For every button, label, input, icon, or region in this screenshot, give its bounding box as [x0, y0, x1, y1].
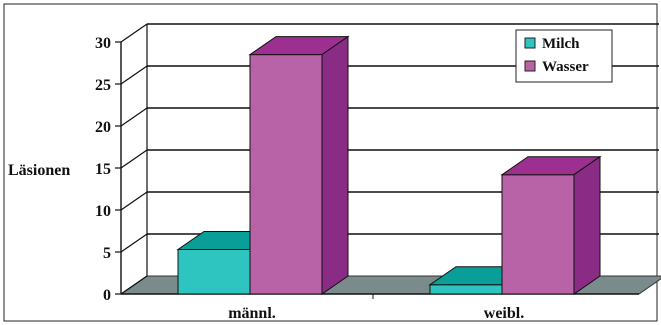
- side-gridline: [120, 233, 148, 253]
- legend-swatch-wasser: [524, 60, 536, 72]
- bar-wasser-0-front: [249, 54, 323, 295]
- side-gridline: [120, 107, 148, 127]
- y-tick-label: 30: [95, 35, 111, 52]
- legend-swatch-milch: [524, 37, 536, 49]
- y-tick-label: 15: [95, 161, 111, 178]
- bar-wasser-1-front: [501, 174, 575, 295]
- side-gridline: [120, 191, 148, 211]
- bar-milch-0-front: [177, 248, 251, 295]
- side-gridline: [120, 275, 148, 295]
- y-tick-label: 20: [95, 119, 111, 136]
- side-gridline: [120, 23, 148, 43]
- legend-label-wasser: Wasser: [542, 59, 589, 75]
- legend-label-milch: Milch: [542, 36, 580, 52]
- x-tick-label: weibl.: [484, 305, 524, 322]
- y-tick-label: 5: [103, 245, 111, 262]
- y-tick-label: 0: [103, 287, 111, 304]
- y-axis-label: Läsionen: [8, 162, 70, 179]
- bar-milch-1-front: [429, 284, 503, 295]
- legend: Milch Wasser: [515, 29, 613, 83]
- side-gridline: [120, 65, 148, 85]
- y-tick-label: 10: [95, 203, 111, 220]
- x-tick-label: männl.: [228, 305, 276, 322]
- side-gridline: [120, 149, 148, 169]
- y-tick-label: 25: [95, 77, 111, 94]
- tick-labels: 0 5 10 15 20 25 30 männl. weibl.: [95, 35, 524, 322]
- bar-wasser-1-side: [573, 155, 601, 295]
- bar-wasser-0-side: [321, 35, 349, 295]
- bars: [176, 35, 602, 295]
